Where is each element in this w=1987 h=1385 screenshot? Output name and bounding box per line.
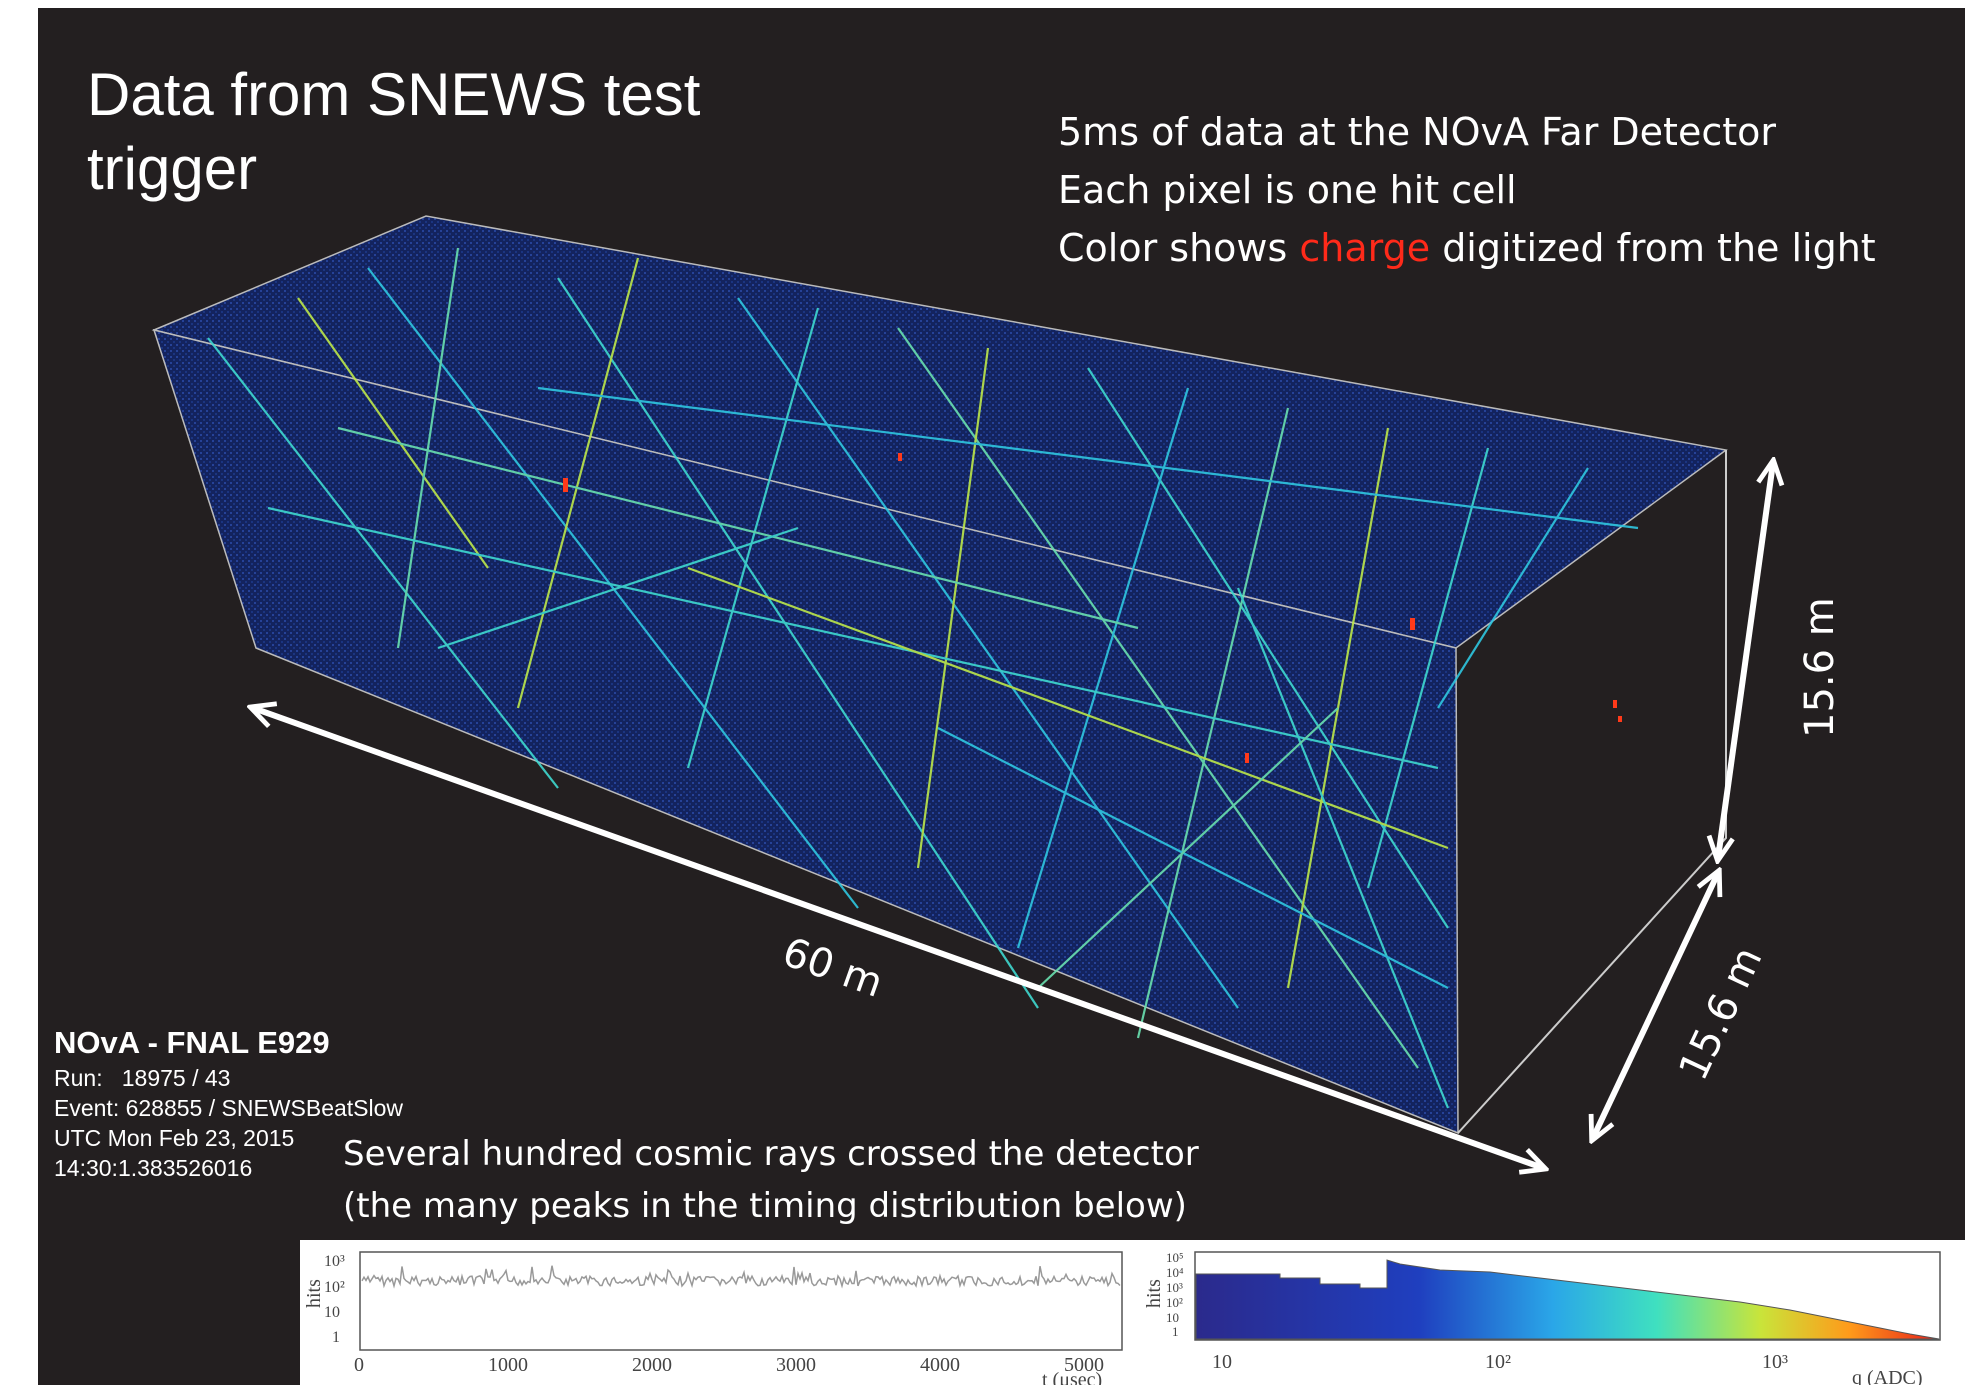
charge-highlight: charge xyxy=(1299,226,1431,270)
description-line-3-before: Color shows xyxy=(1058,226,1300,270)
charge-xtick-100: 10² xyxy=(1485,1351,1511,1373)
charge-plot-xlabel: q (ADC) xyxy=(1852,1367,1923,1385)
charge-plot-xticks: 10 10² 10³ xyxy=(1212,1351,1788,1373)
description-line-3-after: digitized from the light xyxy=(1430,226,1876,270)
timing-xtick-1000: 1000 xyxy=(488,1354,528,1376)
slide-title: Data from SNEWS test trigger xyxy=(87,61,701,202)
event-time: 14:30:1.383526016 xyxy=(54,1155,253,1181)
charge-ytick-1: 1 xyxy=(1172,1324,1179,1339)
charge-plot-ylabel: hits xyxy=(1143,1279,1165,1308)
timing-ytick-10: 10 xyxy=(324,1304,340,1321)
run-number: Run: 18975 / 43 xyxy=(54,1065,231,1091)
timing-ytick-1000: 10³ xyxy=(324,1253,345,1270)
cosmic-text-line-1: Several hundred cosmic rays crossed the … xyxy=(343,1134,1199,1174)
charge-plot-yticks: 10⁵ 10⁴ 10³ 10² 10 1 xyxy=(1166,1250,1184,1339)
timing-xtick-3000: 3000 xyxy=(776,1354,816,1376)
description: 5ms of data at the NOvA Far Detector Eac… xyxy=(1058,103,1876,277)
timing-ytick-100: 10² xyxy=(324,1279,345,1296)
experiment-name: NOvA - FNAL E929 xyxy=(54,1025,330,1060)
timing-plot-yticks: 10³ 10² 10 1 xyxy=(324,1253,345,1346)
timing-ytick-1: 1 xyxy=(332,1329,340,1346)
charge-ytick-1e2: 10² xyxy=(1166,1295,1183,1310)
timing-xtick-2000: 2000 xyxy=(632,1354,672,1376)
timing-xtick-0: 0 xyxy=(354,1354,364,1376)
timing-plot-xlabel: t (μsec) xyxy=(1042,1369,1102,1385)
charge-histogram xyxy=(1195,1259,1940,1340)
charge-ytick-10: 10 xyxy=(1166,1310,1179,1325)
width-arrow xyxy=(1593,873,1718,1138)
timing-plot-frame xyxy=(359,1251,1123,1351)
description-line-2: Each pixel is one hit cell xyxy=(1058,168,1517,212)
length-arrow xyxy=(253,708,1543,1168)
charge-xtick-10: 10 xyxy=(1212,1351,1232,1373)
detector-scene: 60 m 15.6 m 15.6 m xyxy=(151,215,1843,1385)
height-arrow xyxy=(1718,463,1773,858)
timing-histogram xyxy=(361,1265,1121,1289)
timing-plot-ylabel: hits xyxy=(303,1279,325,1308)
event-date: UTC Mon Feb 23, 2015 xyxy=(54,1125,295,1151)
description-line-1: 5ms of data at the NOvA Far Detector xyxy=(1058,110,1776,154)
width-label: 15.6 m xyxy=(1670,940,1771,1087)
cosmic-text-line-2: (the many peaks in the timing distributi… xyxy=(343,1186,1187,1226)
event-number: Event: 628855 / SNEWSBeatSlow xyxy=(54,1095,404,1121)
timing-plot-xticks: 0 1000 2000 3000 4000 5000 xyxy=(354,1354,1104,1376)
charge-plot: hits 10⁵ 10⁴ 10³ 10² 10 1 10 10² 1 xyxy=(1140,1240,1965,1385)
charge-ytick-1e4: 10⁴ xyxy=(1166,1265,1184,1280)
slide: 60 m 15.6 m 15.6 m Data from SNEWS test … xyxy=(38,8,1965,1385)
charge-ytick-1e3: 10³ xyxy=(1166,1280,1183,1295)
charge-xtick-1000: 10³ xyxy=(1762,1351,1788,1373)
event-info: NOvA - FNAL E929 Run: 18975 / 43 Event: … xyxy=(54,1023,403,1183)
length-label: 60 m xyxy=(777,929,889,1007)
cosmic-text: Several hundred cosmic rays crossed the … xyxy=(343,1128,1199,1232)
description-line-3: Color shows charge digitized from the li… xyxy=(1058,219,1876,277)
timing-plot: hits 10³ 10² 10 1 0 1000 2000 3000 4000 … xyxy=(300,1240,1170,1385)
height-label: 15.6 m xyxy=(1797,597,1843,738)
timing-xtick-4000: 4000 xyxy=(920,1354,960,1376)
charge-ytick-1e5: 10⁵ xyxy=(1166,1250,1184,1265)
timing-xtick-5000: 5000 xyxy=(1064,1354,1104,1376)
